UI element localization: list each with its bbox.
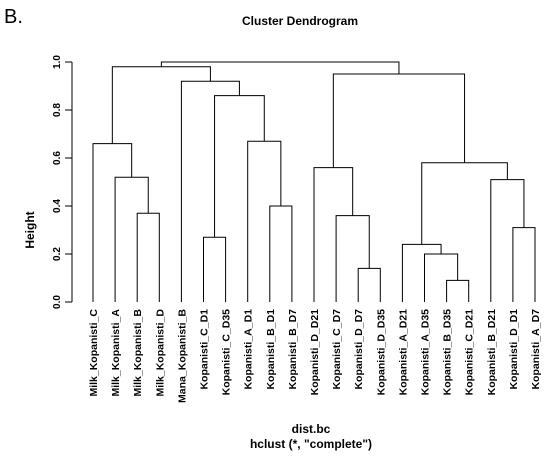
leaf-label: Kopanisti_A_D21 [397, 309, 409, 396]
dendrogram-branch [313, 167, 354, 302]
y-axis: 0.0 0.2 0.4 0.6 0.8 1.0 [52, 55, 73, 309]
leaf-label: Milk_Kopanisti_C [88, 309, 100, 397]
y-tick-label: 1.0 [52, 55, 63, 69]
leaf-label: Mana_Kopanisti_B [176, 309, 188, 403]
dendrogram-branch [332, 73, 466, 168]
leaf-label: Kopanisti_A_D7 [530, 309, 542, 390]
y-tick-label: 0.0 [52, 295, 63, 309]
dendrogram-branch [203, 236, 227, 302]
leaf-labels: Milk_Kopanisti_C Milk_Kopanisti_A Milk_Kop… [88, 309, 542, 403]
dendrogram-branch [421, 162, 508, 245]
leaf-label: Kopanisti_B_D7 [287, 309, 299, 390]
y-tick-label: 0.2 [52, 247, 63, 261]
x-axis-label: dist.bc [292, 422, 331, 436]
y-axis-label: Height [23, 211, 37, 248]
dendrogram-branch [214, 95, 265, 238]
method-label: hclust (*, "complete") [250, 437, 372, 451]
panel-label: B. [4, 6, 23, 28]
leaf-label: Milk_Kopanisti_B [132, 309, 144, 397]
leaf-label: Milk_Kopanisti_D [154, 309, 166, 397]
y-tick-label: 0.4 [52, 199, 63, 213]
dendrogram-branch [357, 267, 381, 302]
leaf-label: Kopanisti_A_D1 [243, 309, 255, 390]
dendrogram-branch [401, 243, 442, 302]
dendrogram-branch [160, 61, 400, 74]
leaf-label: Kopanisti_D_D7 [353, 309, 365, 390]
dendrogram-branch [335, 215, 370, 302]
chart-title: Cluster Dendrogram [242, 14, 358, 28]
dendrogram-branch [247, 140, 282, 302]
dendrogram-branch [111, 66, 211, 144]
leaf-label: Kopanisti_C_D7 [331, 309, 343, 390]
dendrogram-branch [424, 253, 459, 302]
leaf-label: Milk_Kopanisti_A [110, 309, 122, 397]
leaf-label: Kopanisti_C_D1 [199, 309, 211, 390]
leaf-label: Kopanisti_B_D1 [265, 309, 277, 390]
y-tick-label: 0.8 [52, 103, 63, 117]
dendrogram-branch [92, 143, 133, 302]
y-tick-label: 0.6 [52, 151, 63, 165]
leaf-label: Kopanisti_C_D21 [464, 309, 476, 396]
dendrogram-branch [446, 279, 470, 302]
leaf-label: Kopanisti_B_D21 [486, 309, 498, 396]
dendrogram-branch [114, 176, 149, 302]
leaf-label: Kopanisti_D_D1 [508, 309, 520, 390]
leaf-label: Kopanisti_D_D21 [309, 309, 321, 396]
dendrogram-branch [180, 80, 240, 302]
dendrogram-branches [92, 61, 536, 302]
dendrogram-branch [490, 179, 525, 302]
dendrogram-branch [512, 227, 536, 302]
leaf-label: Kopanisti_C_D35 [221, 309, 233, 396]
leaf-label: Kopanisti_B_D35 [442, 309, 454, 396]
dendrogram-branch [136, 212, 160, 302]
dendrogram-branch [269, 205, 293, 302]
leaf-label: Kopanisti_D_D35 [375, 309, 387, 396]
leaf-label: Kopanisti_A_D35 [420, 309, 432, 396]
